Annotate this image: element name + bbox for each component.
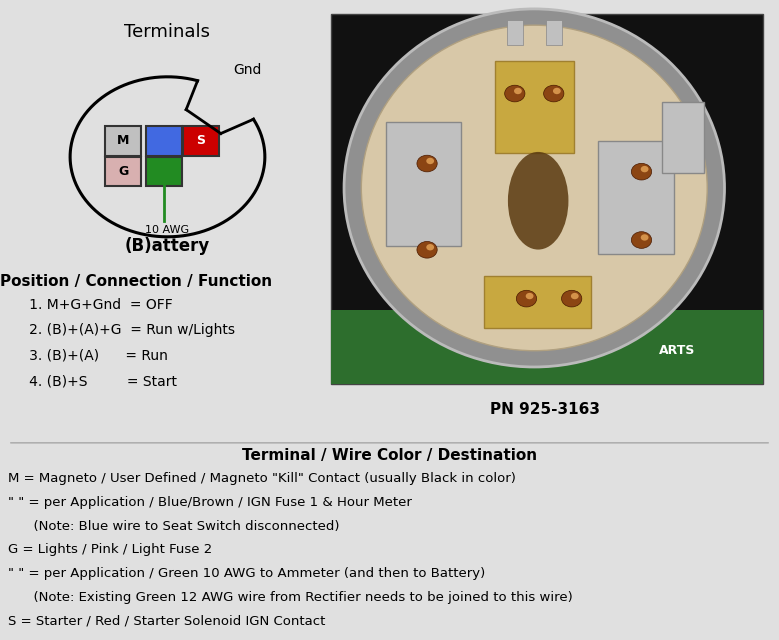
Circle shape — [562, 291, 582, 307]
Circle shape — [631, 232, 651, 248]
Text: S = Starter / Red / Starter Solenoid IGN Contact: S = Starter / Red / Starter Solenoid IGN… — [8, 614, 325, 627]
Text: G = Lights / Pink / Light Fuse 2: G = Lights / Pink / Light Fuse 2 — [8, 543, 212, 556]
Text: 4. (B)+S         = Start: 4. (B)+S = Start — [16, 374, 177, 388]
Circle shape — [417, 156, 437, 172]
Text: 3. (B)+(A)      = Run: 3. (B)+(A) = Run — [16, 349, 167, 363]
Circle shape — [526, 293, 534, 300]
Text: Position / Connection / Function: Position / Connection / Function — [0, 274, 273, 289]
FancyBboxPatch shape — [598, 141, 674, 254]
Circle shape — [426, 244, 434, 250]
Text: M = Magneto / User Defined / Magneto "Kill" Contact (usually Black in color): M = Magneto / User Defined / Magneto "Ki… — [8, 472, 516, 485]
Circle shape — [516, 291, 537, 307]
Bar — [331, 14, 763, 384]
Text: 2. (B)+(A)+G  = Run w/Lights: 2. (B)+(A)+G = Run w/Lights — [16, 323, 234, 337]
Text: PN 925-3163: PN 925-3163 — [490, 402, 601, 417]
FancyBboxPatch shape — [146, 126, 182, 156]
Bar — [331, 310, 763, 384]
FancyBboxPatch shape — [386, 122, 461, 246]
Circle shape — [544, 85, 564, 102]
Text: S: S — [196, 134, 206, 147]
FancyBboxPatch shape — [485, 276, 591, 328]
Text: 1. M+G+Gnd  = OFF: 1. M+G+Gnd = OFF — [16, 298, 172, 312]
FancyBboxPatch shape — [105, 157, 141, 186]
Bar — [507, 20, 523, 45]
Text: (Note: Existing Green 12 AWG wire from Rectifier needs to be joined to this wire: (Note: Existing Green 12 AWG wire from R… — [8, 591, 573, 604]
Text: " " = per Application / Blue/Brown / IGN Fuse 1 & Hour Meter: " " = per Application / Blue/Brown / IGN… — [8, 496, 411, 509]
Circle shape — [631, 163, 651, 180]
Circle shape — [505, 85, 525, 102]
Text: ARTS: ARTS — [659, 344, 695, 357]
Text: (B)attery: (B)attery — [125, 237, 210, 255]
Text: " " = per Application / Green 10 AWG to Ammeter (and then to Battery): " " = per Application / Green 10 AWG to … — [8, 567, 485, 580]
FancyBboxPatch shape — [146, 157, 182, 186]
Circle shape — [640, 166, 648, 172]
Circle shape — [417, 241, 437, 258]
FancyBboxPatch shape — [105, 126, 141, 156]
Bar — [546, 20, 562, 45]
Circle shape — [426, 158, 434, 164]
Circle shape — [553, 88, 561, 94]
Text: Terminal / Wire Color / Destination: Terminal / Wire Color / Destination — [242, 448, 537, 463]
Ellipse shape — [344, 9, 724, 367]
Text: 10 AWG: 10 AWG — [146, 225, 189, 236]
Circle shape — [514, 88, 522, 94]
Text: Terminals: Terminals — [125, 23, 210, 41]
FancyBboxPatch shape — [183, 126, 219, 156]
FancyBboxPatch shape — [495, 61, 574, 154]
Text: M: M — [117, 134, 129, 147]
Circle shape — [640, 234, 648, 241]
Circle shape — [571, 293, 579, 300]
Ellipse shape — [361, 25, 707, 351]
Text: Gnd: Gnd — [234, 63, 262, 77]
Text: (Note: Blue wire to Seat Switch disconnected): (Note: Blue wire to Seat Switch disconne… — [8, 520, 340, 532]
Ellipse shape — [508, 152, 569, 250]
Text: G: G — [118, 165, 129, 178]
FancyBboxPatch shape — [662, 102, 703, 173]
